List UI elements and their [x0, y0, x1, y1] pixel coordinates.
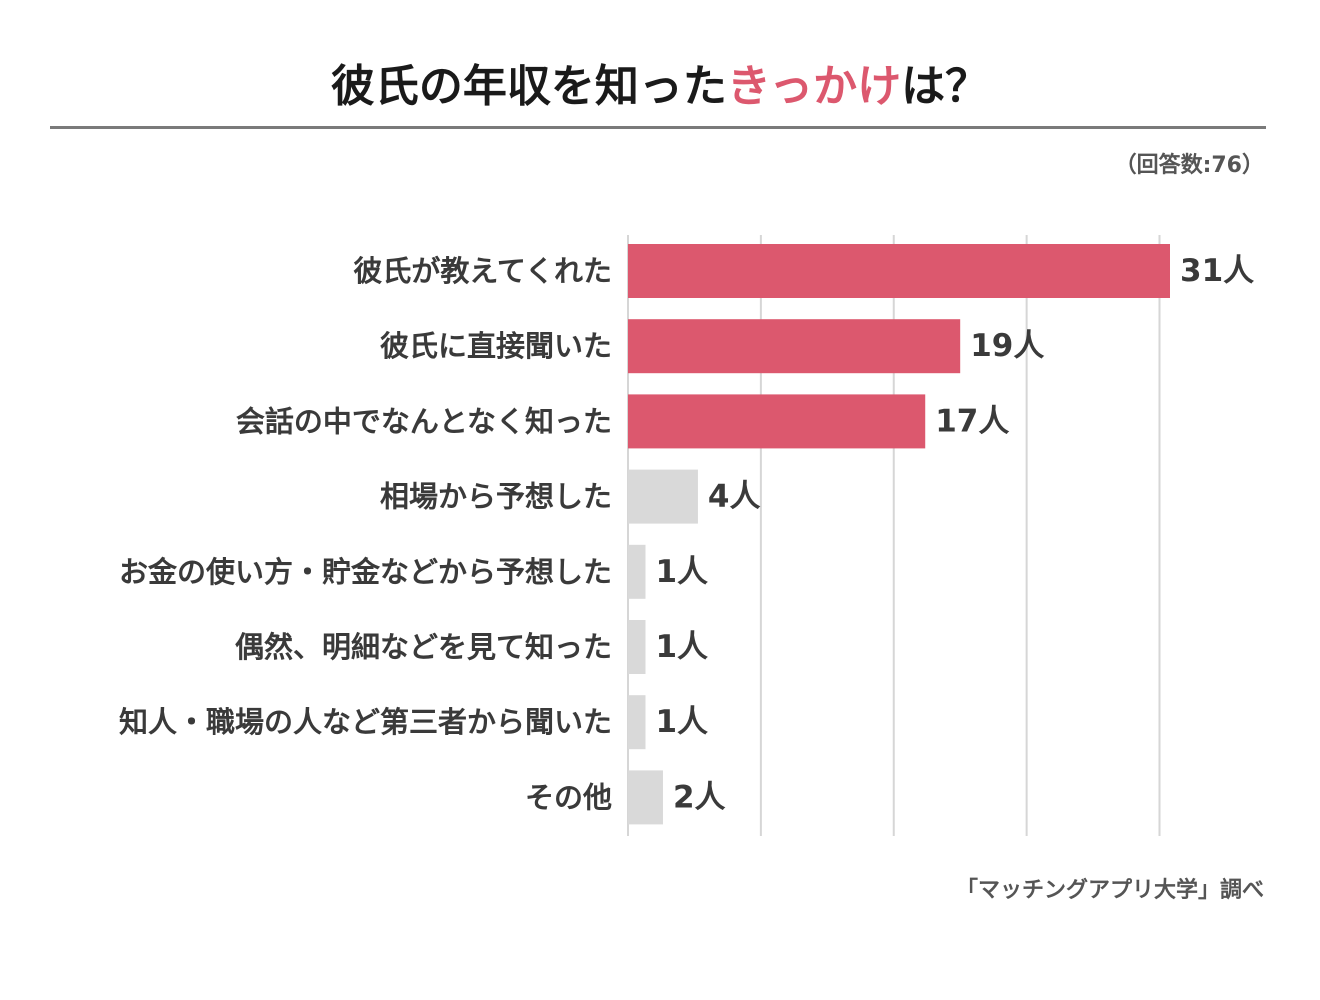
category-label-3: 会話の中でなんとなく知った	[236, 404, 612, 438]
bar-1	[628, 244, 1170, 298]
source-note: 「マッチングアプリ大学」調べ	[955, 878, 1264, 903]
bar-3	[628, 394, 926, 449]
value-label-8: 2人	[673, 779, 726, 815]
value-label-5: 1人	[655, 554, 708, 590]
category-label-7: 知人・職場の人など第三者から聞いた	[119, 705, 612, 739]
value-label-1: 31人	[1180, 253, 1254, 289]
title-divider	[50, 126, 1266, 129]
bar-5	[628, 544, 646, 599]
bar-8	[628, 770, 663, 825]
category-label-4: 相場から予想した	[380, 480, 612, 514]
bar-2	[628, 319, 961, 374]
category-label-2: 彼氏に直接聞いた	[380, 329, 612, 363]
title-prefix: 彼氏の年収を知った	[330, 61, 727, 112]
bar-6	[628, 620, 646, 674]
bar-4	[628, 469, 698, 524]
value-label-2: 19人	[970, 328, 1044, 364]
chart-title: 彼氏の年収を知ったきっかけは？	[0, 50, 1320, 114]
title-accent: きっかけ	[726, 61, 902, 112]
value-label-3: 17人	[935, 403, 1009, 439]
category-label-8: その他	[525, 780, 612, 814]
bar-7	[628, 695, 646, 750]
value-label-7: 1人	[655, 704, 708, 740]
title-suffix: は？	[901, 61, 990, 112]
value-label-6: 1人	[655, 629, 708, 665]
category-label-1: 彼氏が教えてくれた	[353, 254, 612, 288]
respondent-count: （回答数:76）	[1114, 153, 1264, 178]
category-label-5: お金の使い方・貯金などから予想した	[119, 555, 612, 589]
category-label-6: 偶然、明細などを見て知った	[235, 630, 612, 664]
value-label-4: 4人	[708, 479, 761, 515]
